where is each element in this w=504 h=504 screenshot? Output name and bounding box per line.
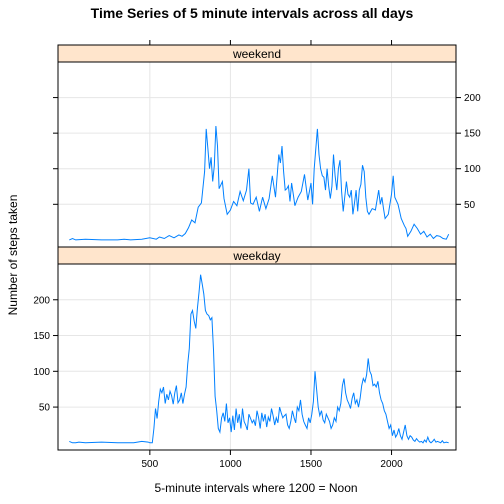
- y-axis-label: Number of steps taken: [6, 195, 20, 316]
- x-tick-label: 1000: [219, 459, 242, 470]
- panel-frame-weekday: [57, 263, 457, 451]
- panels-group: weekend 50 100 150 200 weekday 50 100 150 200 500 1…: [33, 40, 481, 470]
- y-tick-label: 100: [33, 367, 50, 378]
- strip-label-weekend: weekend: [232, 47, 281, 61]
- series-line-weekend: [69, 125, 450, 241]
- y-tick-label: 50: [464, 200, 476, 211]
- panel-weekday: weekday 50 100 150 200: [33, 246, 461, 451]
- chart-title: Time Series of 5 minute intervals across…: [91, 5, 414, 21]
- y-tick-label: 150: [33, 331, 50, 342]
- y-tick-label: 200: [464, 93, 481, 104]
- series-line-weekday: [69, 274, 449, 444]
- y-tick-label: 150: [464, 129, 481, 140]
- panel-weekend: weekend 50 100 150 200: [53, 44, 481, 248]
- x-axis-label: 5-minute intervals where 1200 = Noon: [154, 481, 357, 495]
- y-tick-label: 50: [39, 403, 51, 414]
- strip-label-weekday: weekday: [232, 249, 280, 263]
- x-tick-label: 1500: [300, 459, 323, 470]
- y-tick-label: 100: [464, 164, 481, 175]
- x-tick-label: 2000: [380, 459, 403, 470]
- y-tick-label: 200: [33, 295, 50, 306]
- panel-frame-weekend: [57, 61, 457, 248]
- x-tick-label: 500: [142, 459, 159, 470]
